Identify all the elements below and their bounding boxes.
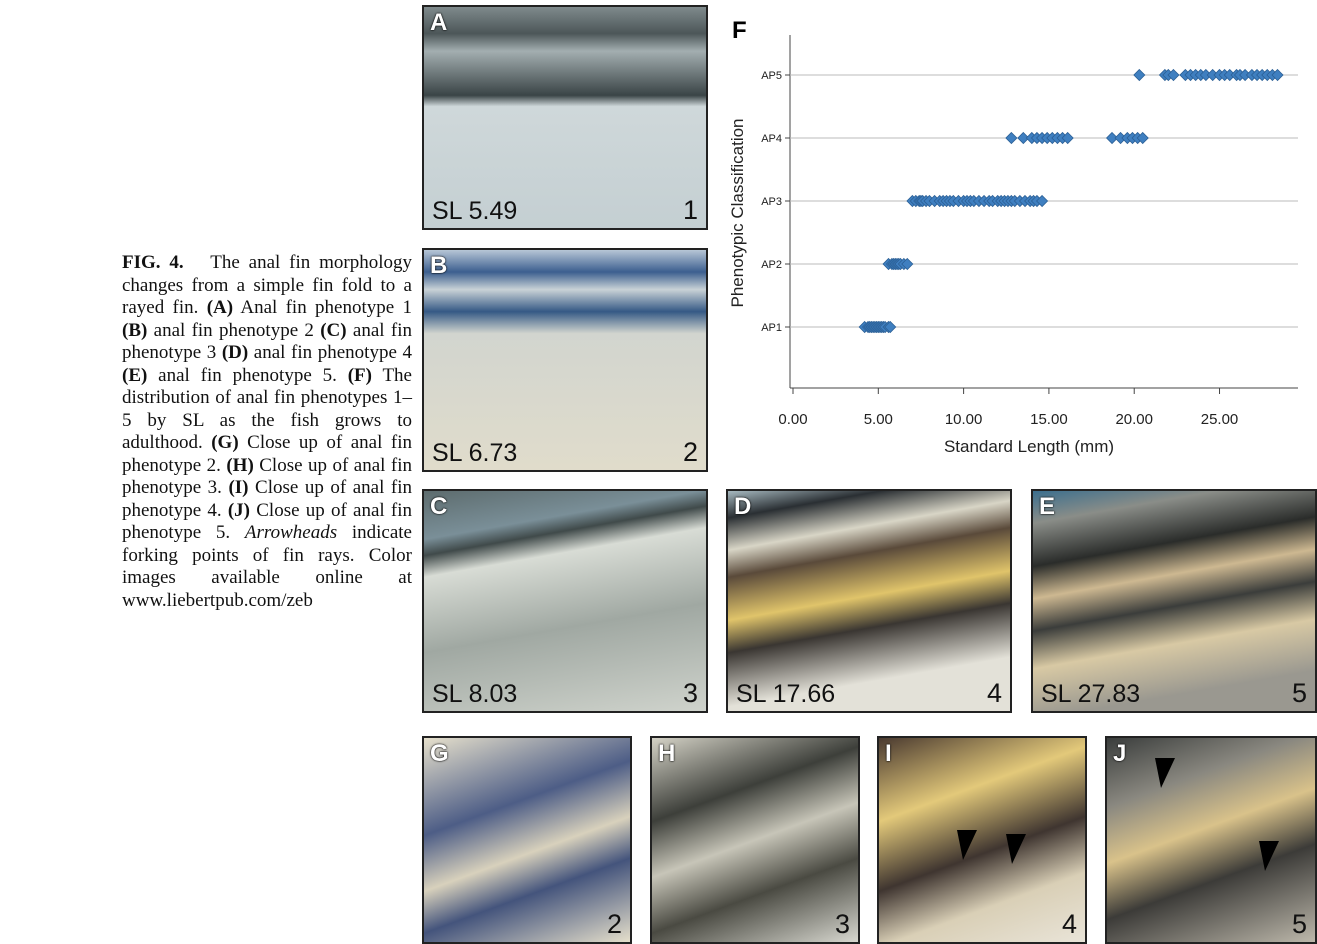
y-axis-label: Phenotypic Classification [728, 119, 747, 308]
phenotype-number: 3 [835, 909, 850, 940]
x-tick-label: 0.00 [778, 411, 807, 428]
phenotype-number: 5 [1292, 909, 1307, 940]
x-tick-label: 5.00 [864, 411, 893, 428]
standard-length-label: SL 27.83 [1041, 680, 1140, 709]
page: FIG. 4. The anal fin morphology changes … [0, 0, 1317, 944]
panel-letter: F [732, 17, 747, 44]
panel-letter: I [885, 740, 892, 768]
photo-panel: C SL 8.03 3 [422, 489, 708, 713]
arrowhead [1257, 839, 1281, 873]
panel-letter: D [734, 493, 751, 521]
phenotype-number: 3 [683, 678, 698, 709]
y-tick-label: AP1 [761, 322, 782, 334]
photo-panel: D SL 17.66 4 [726, 489, 1012, 713]
panel-letter: G [430, 740, 449, 768]
y-tick-label: AP3 [761, 196, 782, 208]
phenotype-number: 5 [1292, 678, 1307, 709]
chart: F Standard Length (mm) Phenotypic Classi… [0, 0, 1317, 480]
caption-text: (J) [228, 500, 250, 521]
panel-letter: H [658, 740, 675, 768]
data-point [1134, 70, 1145, 81]
x-tick-label: 10.00 [945, 411, 983, 428]
caption-text: (I) [228, 477, 248, 498]
photo-panel: E SL 27.83 5 [1031, 489, 1317, 713]
caption-text: Arrowheads [245, 522, 337, 543]
x-axis-label: Standard Length (mm) [944, 437, 1114, 456]
panel-letter: E [1039, 493, 1055, 521]
arrowhead [1004, 832, 1028, 866]
y-tick-label: AP2 [761, 259, 782, 271]
data-point [1006, 133, 1017, 144]
phenotype-number: 4 [1062, 909, 1077, 940]
arrowhead [955, 828, 979, 862]
panel-letter: C [430, 493, 447, 521]
standard-length-label: SL 8.03 [432, 680, 517, 709]
x-tick-label: 20.00 [1115, 411, 1153, 428]
panel-letter: J [1113, 740, 1126, 768]
y-tick-label: AP4 [761, 133, 782, 145]
arrowhead [1153, 756, 1177, 790]
x-tick-label: 15.00 [1030, 411, 1068, 428]
x-tick-label: 25.00 [1201, 411, 1239, 428]
y-tick-label: AP5 [761, 70, 782, 82]
phenotype-number: 2 [607, 909, 622, 940]
phenotype-number: 4 [987, 678, 1002, 709]
standard-length-label: SL 17.66 [736, 680, 835, 709]
